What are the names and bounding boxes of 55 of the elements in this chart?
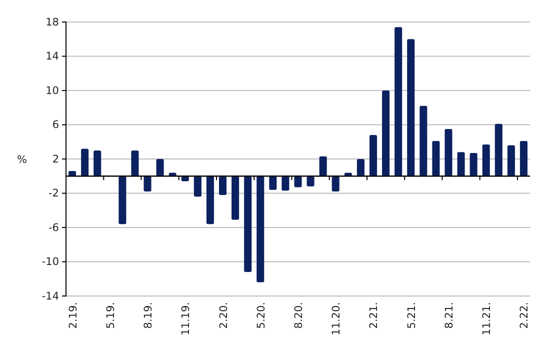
bar <box>206 176 214 224</box>
bar <box>332 176 340 192</box>
bar <box>282 176 290 191</box>
y-tick-label: -6 <box>48 222 60 234</box>
y-tick-label: 10 <box>46 84 59 97</box>
y-tick-label: 6 <box>52 119 60 132</box>
bar <box>432 141 440 176</box>
y-tick-label: -14 <box>42 290 60 302</box>
bar <box>457 152 465 176</box>
bar <box>156 159 164 176</box>
x-tick-label: 8.21. <box>443 302 456 329</box>
x-tick-label: 5.21. <box>406 302 418 329</box>
bar <box>394 27 402 176</box>
bar <box>470 153 478 176</box>
y-tick-label: -10 <box>42 256 59 268</box>
bar <box>294 176 302 188</box>
bar <box>420 106 428 176</box>
bar <box>306 176 314 186</box>
bar <box>494 124 502 176</box>
y-tick-label: -2 <box>48 188 59 200</box>
bar <box>144 176 152 192</box>
x-tick-label: 8.19. <box>142 302 155 329</box>
bar <box>407 39 415 176</box>
bar <box>520 141 528 176</box>
bar <box>218 176 227 195</box>
bar <box>118 176 126 224</box>
x-tick-label: 2.22. <box>518 302 531 329</box>
bar <box>131 150 139 176</box>
bar <box>356 159 364 176</box>
x-tick-label: 8.20. <box>293 302 305 329</box>
bar <box>194 176 202 197</box>
y-tick-label: 14 <box>46 50 60 63</box>
bar <box>232 176 240 220</box>
y-axis-title: % <box>17 154 28 166</box>
x-tick-label: 11.21. <box>481 302 494 336</box>
bar <box>81 148 89 176</box>
bar <box>482 144 490 176</box>
bar <box>369 135 378 176</box>
y-tick-label: 2 <box>52 153 59 166</box>
x-tick-label: 11.20. <box>330 302 343 336</box>
x-tick-label: 2.19. <box>67 302 80 329</box>
x-tick-label: 11.19. <box>180 302 192 336</box>
bar <box>507 145 515 176</box>
bar <box>256 176 264 282</box>
x-tick-label: 5.19. <box>104 302 117 329</box>
bar <box>94 150 102 176</box>
x-tick-label: 2.21. <box>368 302 380 329</box>
bar <box>244 176 252 272</box>
bar <box>319 156 327 176</box>
bar <box>382 90 390 176</box>
bar <box>444 129 452 176</box>
x-tick-label: 5.20. <box>255 302 268 329</box>
bar <box>269 176 277 190</box>
x-tick-label: 2.20. <box>218 302 230 329</box>
y-tick-label: 18 <box>46 16 59 28</box>
